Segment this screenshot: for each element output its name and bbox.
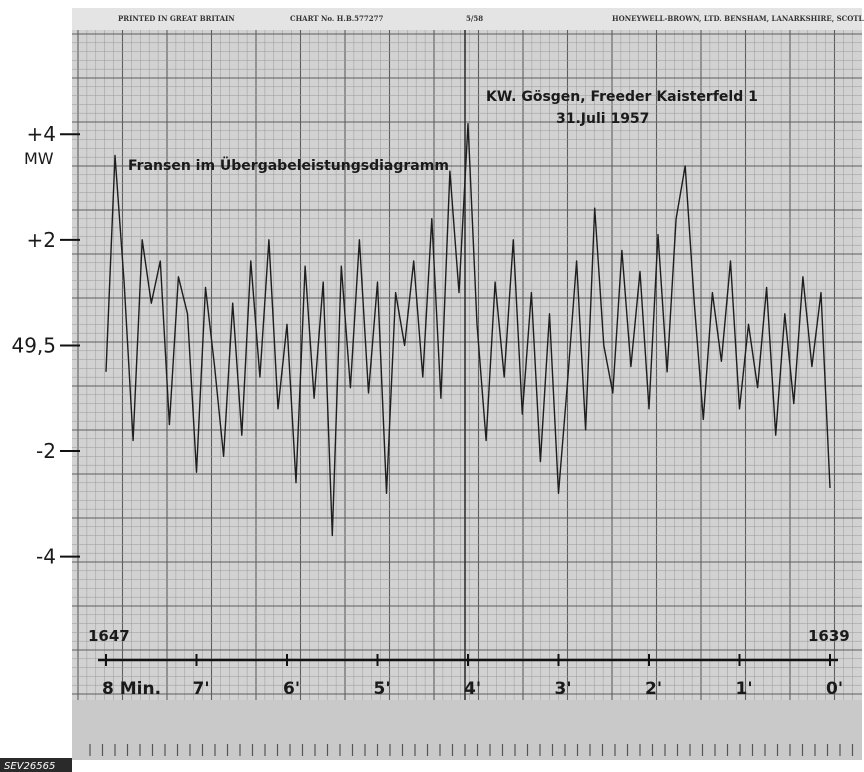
chart-subtitle: 31.Juli 1957 <box>556 111 649 127</box>
x-tick-label: 1' <box>736 679 753 699</box>
paper-header-strip <box>72 8 862 30</box>
counter-start: 1647 <box>88 627 130 645</box>
series-line <box>105 122 831 537</box>
header-chart-no: CHART No. H.B.577277 <box>290 14 384 23</box>
counter-end: 1639 <box>808 627 850 645</box>
chart-grid <box>72 30 862 756</box>
y-tick-label: -2 <box>36 439 56 463</box>
x-tick-label: 8 Min. <box>102 679 161 699</box>
figure-code: SEV26565 <box>4 761 55 772</box>
x-tick-label: 0' <box>826 679 843 699</box>
x-tick-label: 4' <box>464 679 481 699</box>
header-printed: PRINTED IN GREAT BRITAIN <box>118 14 235 23</box>
chart-annotation: Fransen im Übergabeleistungsdiagramm <box>128 156 449 174</box>
header-code: 5/58 <box>466 14 483 23</box>
x-tick-label: 6' <box>283 679 300 699</box>
chart-title: KW. Gösgen, Freeder Kaisterfeld 1 <box>486 89 758 105</box>
y-tick-label: 49,5 <box>11 333 56 357</box>
x-axis-ticks: 8 Min. 7' 6' 5' 4' 3' 2' 1' 0' <box>102 654 843 699</box>
header-maker: HONEYWELL-BROWN, LTD. BENSHAM, LANARKSHI… <box>612 14 864 23</box>
paper-footer-strip <box>72 700 862 760</box>
y-tick-label: +4 <box>27 122 56 146</box>
chart-paper <box>72 8 862 760</box>
y-axis-label: MW <box>24 149 54 168</box>
y-axis-ticks: +4 +2 49,5 -2 -4 <box>11 122 80 569</box>
x-tick-label: 3' <box>555 679 572 699</box>
figure-code-box <box>0 758 72 772</box>
y-tick-label: -4 <box>36 545 56 569</box>
chart-paper-header: PRINTED IN GREAT BRITAIN CHART No. H.B.5… <box>118 14 864 23</box>
y-tick-label: +2 <box>27 228 56 252</box>
x-tick-label: 2' <box>645 679 662 699</box>
x-tick-label: 5' <box>374 679 391 699</box>
series-layer <box>105 122 831 537</box>
x-tick-label: 7' <box>193 679 210 699</box>
